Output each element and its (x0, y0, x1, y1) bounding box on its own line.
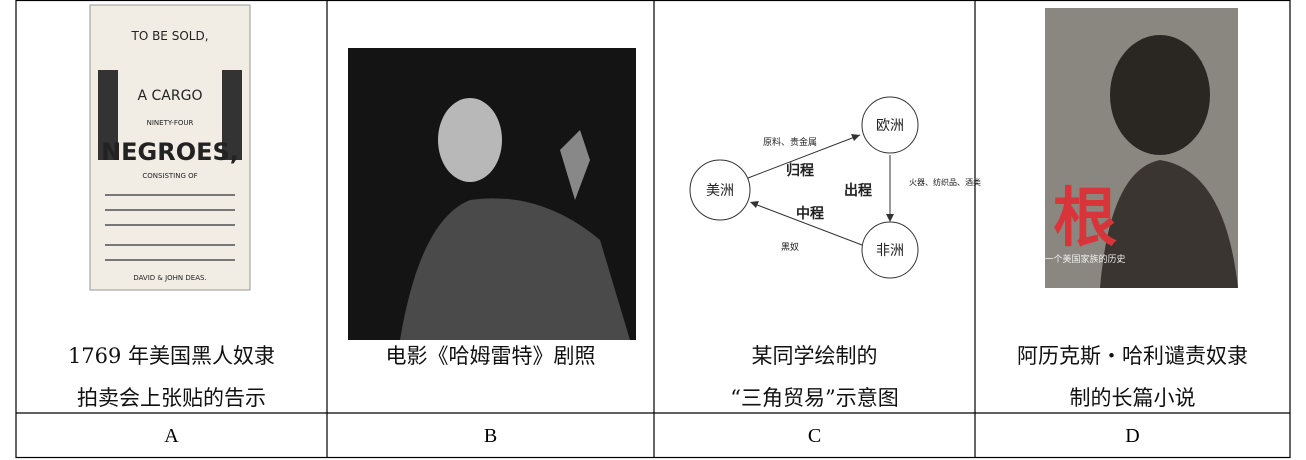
caption-line: “三角贸易”示意图 (730, 386, 899, 410)
poster-line: CONSISTING OF (142, 172, 197, 180)
poster-line: DAVID & JOHN DEAS. (133, 274, 206, 282)
caption: 某同学绘制的 “三角贸易”示意图 (654, 335, 975, 419)
option-label: A (164, 425, 179, 447)
node-label: 欧洲 (876, 118, 904, 134)
option-label: C (807, 425, 822, 447)
route-label: 中程 (796, 205, 824, 222)
node-label: 非洲 (876, 243, 904, 259)
node-label: 美洲 (706, 183, 734, 199)
route-label: 出程 (844, 182, 872, 199)
trade-diagram: 美洲 欧洲 非洲 归程 出程 中程 原料、贵金属 火器、纺织品、酒类 黑奴 (689, 96, 981, 279)
poster-line: A CARGO (138, 88, 203, 104)
option-label: B (483, 425, 498, 447)
caption-line: 制的长篇小说 (1069, 386, 1196, 410)
goods-label: 火器、纺织品、酒类 (909, 177, 981, 187)
goods-label: 原料、贵金属 (763, 136, 817, 148)
caption-line: 电影《哈姆雷特》剧照 (385, 344, 596, 368)
caption: 阿历克斯・哈利谴责奴隶 制的长篇小说 (975, 335, 1290, 419)
book-cover: 根 一个美国家族的历史 (1044, 8, 1238, 288)
caption-line: 某同学绘制的 (751, 344, 878, 368)
goods-label: 黑奴 (781, 241, 799, 253)
caption: 电影《哈姆雷特》剧照 (327, 335, 654, 377)
film-still (348, 48, 636, 340)
caption-line: 1769 年美国黑人奴隶 (67, 344, 276, 368)
poster-line: NEGROES, (101, 138, 239, 166)
caption: 1769 年美国黑人奴隶 拍卖会上张贴的告示 (16, 335, 327, 419)
caption-line: 拍卖会上张贴的告示 (77, 386, 266, 410)
poster-line: TO BE SOLD, (130, 29, 208, 43)
route-label: 归程 (786, 162, 814, 179)
cover-subtitle: 一个美国家族的历史 (1044, 253, 1125, 265)
poster-image: TO BE SOLD, A CARGO NINETY-FOUR NEGROES,… (89, 4, 251, 291)
caption-line: 阿历克斯・哈利谴责奴隶 (1017, 344, 1248, 368)
cover-title: 根 (1053, 182, 1117, 256)
poster-line: NINETY-FOUR (147, 119, 194, 127)
option-label: D (1125, 425, 1140, 447)
